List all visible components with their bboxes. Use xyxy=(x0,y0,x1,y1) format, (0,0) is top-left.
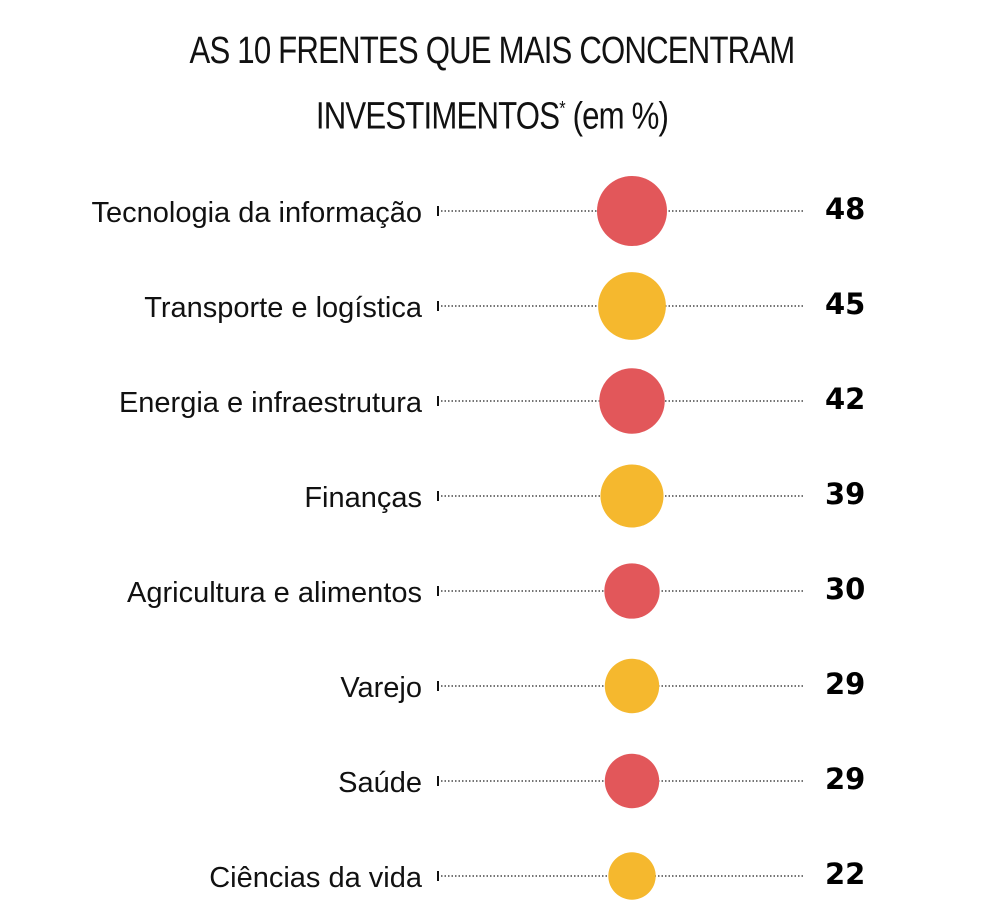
value-bubble xyxy=(604,753,660,809)
value-label: 39 xyxy=(825,477,865,511)
title-line-2: INVESTIMENTOS xyxy=(315,95,560,138)
value-bubble xyxy=(608,852,656,900)
category-label: Ciências da vida xyxy=(209,862,423,894)
value-bubble xyxy=(600,464,664,528)
value-label: 42 xyxy=(825,382,865,416)
value-bubble xyxy=(604,658,660,714)
value-bubble xyxy=(597,176,667,246)
category-label: Energia e infraestrutura xyxy=(119,387,423,419)
value-bubble xyxy=(599,368,665,434)
value-label: 45 xyxy=(825,287,865,321)
title-unit: (em %) xyxy=(572,95,669,138)
chart-title: AS 10 FRENTES QUE MAIS CONCENTRAM INVEST… xyxy=(89,22,896,146)
category-label: Agricultura e alimentos xyxy=(127,577,422,609)
category-label: Saúde xyxy=(338,767,422,799)
category-label: Tecnologia da informação xyxy=(92,197,422,229)
value-label: 48 xyxy=(825,192,865,226)
title-line-1: AS 10 FRENTES QUE MAIS CONCENTRAM xyxy=(189,30,796,72)
value-bubble xyxy=(604,563,660,619)
category-label: Varejo xyxy=(340,672,422,704)
category-label: Transporte e logística xyxy=(144,292,423,324)
value-label: 22 xyxy=(825,857,865,891)
title-footnote-marker: * xyxy=(559,98,565,120)
value-label: 29 xyxy=(825,762,865,796)
value-label: 30 xyxy=(825,572,865,606)
category-label: Finanças xyxy=(304,482,422,514)
value-bubble xyxy=(598,272,666,340)
value-label: 29 xyxy=(825,667,865,701)
